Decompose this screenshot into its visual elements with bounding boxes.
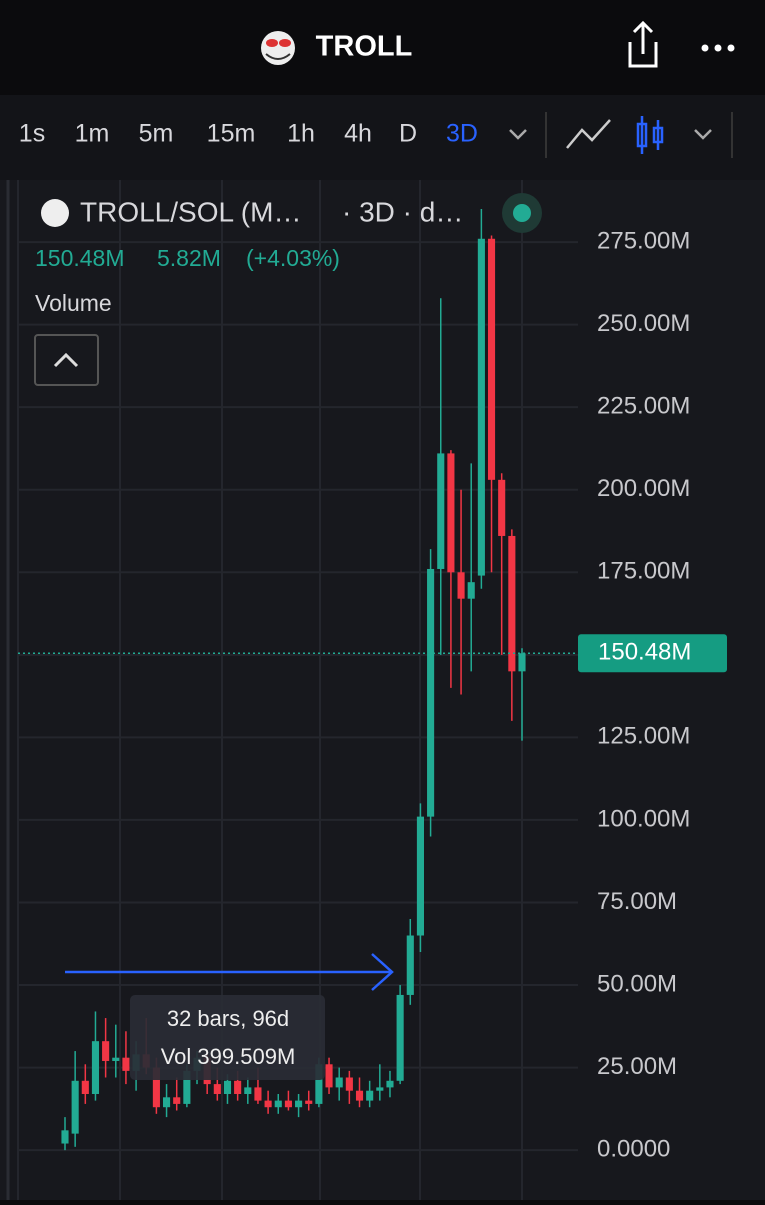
interval-button[interactable]: 1h	[287, 120, 315, 148]
candle-body	[467, 582, 475, 599]
candle-body	[223, 1080, 232, 1095]
candle-body	[61, 1130, 69, 1144]
candle-body	[376, 1087, 384, 1091]
candle-body	[284, 1100, 292, 1108]
candle-body	[264, 1100, 272, 1108]
candle-body	[183, 1070, 191, 1104]
more-button[interactable]	[701, 44, 735, 52]
indicator: Volume	[35, 290, 112, 316]
candle-body	[81, 1080, 89, 1095]
candle-body	[396, 994, 404, 1081]
candle-body	[71, 1080, 79, 1134]
y-tick-label: 275.00M	[597, 227, 690, 254]
collapse-icon	[53, 352, 79, 368]
interval-button[interactable]: D	[399, 120, 417, 148]
candle-body	[447, 453, 455, 573]
last-price-box	[578, 634, 727, 673]
y-tick-label: 200.00M	[597, 475, 690, 502]
interval-info: · 3D · d…	[342, 196, 463, 227]
candle-body	[152, 1067, 160, 1108]
candle-body	[355, 1090, 364, 1101]
interval-button[interactable]: 4h	[344, 120, 372, 148]
y-tick-label: 225.00M	[597, 393, 690, 420]
last-value: 150.48M	[35, 245, 125, 271]
candle-body	[122, 1057, 130, 1071]
candle-body	[274, 1100, 282, 1108]
measure-volume: Vol 399.509M	[161, 1044, 296, 1069]
candle-body	[91, 1041, 100, 1095]
candle-body	[173, 1097, 181, 1104]
candle-body	[366, 1090, 374, 1101]
candle-body	[244, 1087, 252, 1095]
candle-body	[406, 935, 414, 995]
symbol: TROLL/SOL (M…	[80, 196, 301, 227]
interval-button[interactable]: 1s	[19, 120, 45, 148]
interval-button[interactable]: 3D	[446, 120, 478, 148]
candle-body	[508, 535, 516, 672]
measure-arrowhead	[371, 953, 394, 991]
candle-body	[345, 1077, 353, 1091]
status-dot	[513, 204, 531, 222]
candle-body	[295, 1100, 303, 1108]
candle-body	[477, 238, 485, 576]
candle-body	[254, 1087, 262, 1101]
candle-body	[163, 1097, 171, 1108]
y-tick-label: 75.00M	[597, 888, 677, 915]
candle-body	[518, 653, 526, 672]
chart-type-dropdown[interactable]	[694, 129, 712, 140]
y-tick-label: 125.00M	[597, 723, 690, 750]
candle-body	[457, 572, 465, 599]
troll-icon	[261, 31, 295, 65]
interval-button[interactable]: 5m	[139, 120, 174, 148]
toolbar	[0, 95, 765, 180]
candle-body	[386, 1080, 394, 1088]
chart-area	[0, 180, 765, 1200]
candle-body	[335, 1077, 343, 1088]
y-tick-label: 175.00M	[597, 558, 690, 585]
y-tick-label: 250.00M	[597, 310, 690, 337]
measure-bars: 32 bars, 96d	[167, 1006, 289, 1031]
candle-chart-button[interactable]	[636, 116, 664, 154]
y-tick-label: 25.00M	[597, 1053, 677, 1080]
title: TROLL	[316, 31, 413, 63]
last-price-label: 150.48M	[598, 639, 691, 666]
candle-body	[416, 816, 424, 936]
share-button[interactable]	[628, 20, 658, 68]
y-tick-label: 100.00M	[597, 805, 690, 832]
candle-body	[325, 1064, 333, 1088]
symbol-icon	[41, 199, 69, 227]
candle-body	[437, 453, 445, 569]
candle-body	[427, 568, 435, 817]
candle-body	[305, 1100, 313, 1104]
top-bar	[0, 0, 765, 95]
change-pct: (+4.03%)	[246, 245, 340, 271]
interval-button[interactable]: 15m	[207, 120, 256, 148]
candle-body	[234, 1080, 242, 1095]
y-tick-label: 0.0000	[597, 1135, 670, 1162]
interval-dropdown[interactable]	[509, 129, 527, 140]
candle-body	[213, 1084, 221, 1095]
collapse-button[interactable]	[34, 334, 99, 386]
line-chart-button[interactable]	[566, 119, 611, 149]
measure-box	[130, 995, 325, 1080]
candle-body	[102, 1041, 110, 1061]
candle-body	[487, 238, 496, 480]
legend: TROLL/SOL (M… · 3D · d… 150.48M 5.82M (+…	[34, 193, 542, 386]
candle-body	[315, 1064, 323, 1104]
candle-body	[112, 1057, 120, 1061]
change: 5.82M	[157, 245, 221, 271]
candle-body	[498, 479, 506, 536]
y-tick-label: 50.00M	[597, 970, 677, 997]
interval-button[interactable]: 1m	[75, 120, 110, 148]
